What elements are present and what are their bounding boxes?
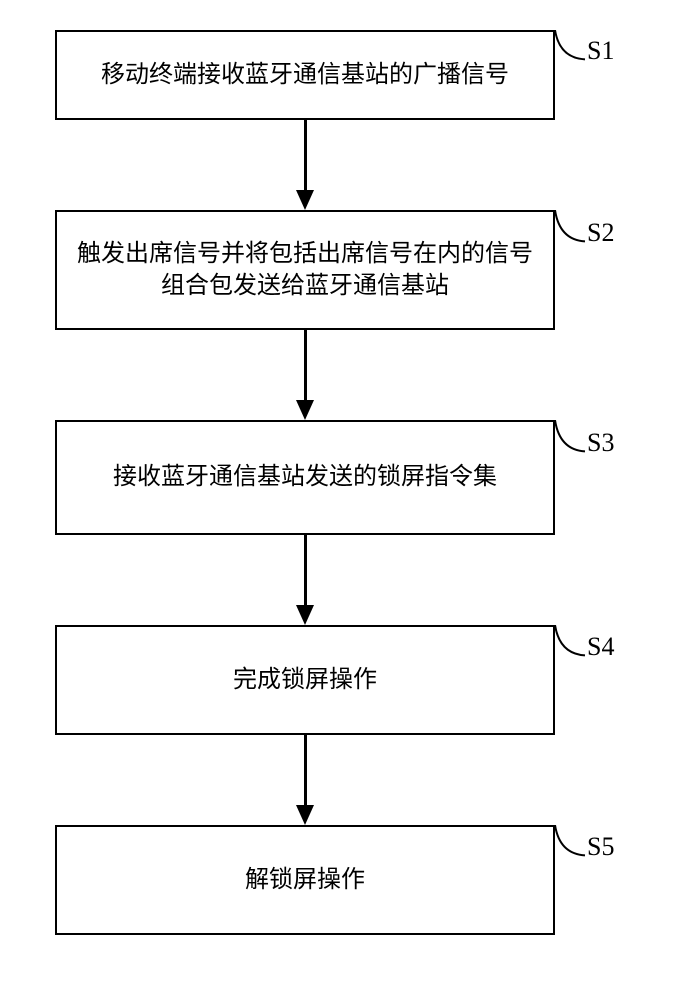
flow-node-s1: 移动终端接收蓝牙通信基站的广播信号 <box>55 30 555 120</box>
arrow-line-s3-s4 <box>304 535 307 605</box>
flow-node-s5: 解锁屏操作 <box>55 825 555 935</box>
arrow-line-s4-s5 <box>304 735 307 805</box>
arrow-line-s2-s3 <box>304 330 307 400</box>
flow-node-s4: 完成锁屏操作 <box>55 625 555 735</box>
step-label-s5: S5 <box>587 832 614 862</box>
flow-node-text-s3: 接收蓝牙通信基站发送的锁屏指令集 <box>57 461 553 493</box>
flow-node-text-s5: 解锁屏操作 <box>57 864 553 896</box>
flow-node-text-s4: 完成锁屏操作 <box>57 664 553 696</box>
step-label-s2: S2 <box>587 218 614 248</box>
label-connector-s4 <box>555 625 589 663</box>
flow-node-text-s1: 移动终端接收蓝牙通信基站的广播信号 <box>57 59 553 91</box>
flow-node-s2: 触发出席信号并将包括出席信号在内的信号 组合包发送给蓝牙通信基站 <box>55 210 555 330</box>
arrow-head-s4-s5 <box>296 805 314 825</box>
arrow-head-s1-s2 <box>296 190 314 210</box>
flow-node-s3: 接收蓝牙通信基站发送的锁屏指令集 <box>55 420 555 535</box>
step-label-s1: S1 <box>587 36 614 66</box>
arrow-head-s3-s4 <box>296 605 314 625</box>
arrow-head-s2-s3 <box>296 400 314 420</box>
label-connector-s5 <box>555 825 589 863</box>
arrow-line-s1-s2 <box>304 120 307 190</box>
step-label-s4: S4 <box>587 632 614 662</box>
flow-node-text-s2: 触发出席信号并将包括出席信号在内的信号 组合包发送给蓝牙通信基站 <box>57 238 553 303</box>
label-connector-s2 <box>555 210 589 249</box>
step-label-s3: S3 <box>587 428 614 458</box>
flowchart-canvas: 移动终端接收蓝牙通信基站的广播信号触发出席信号并将包括出席信号在内的信号 组合包… <box>0 0 674 1000</box>
label-connector-s3 <box>555 420 589 459</box>
label-connector-s1 <box>555 30 589 67</box>
